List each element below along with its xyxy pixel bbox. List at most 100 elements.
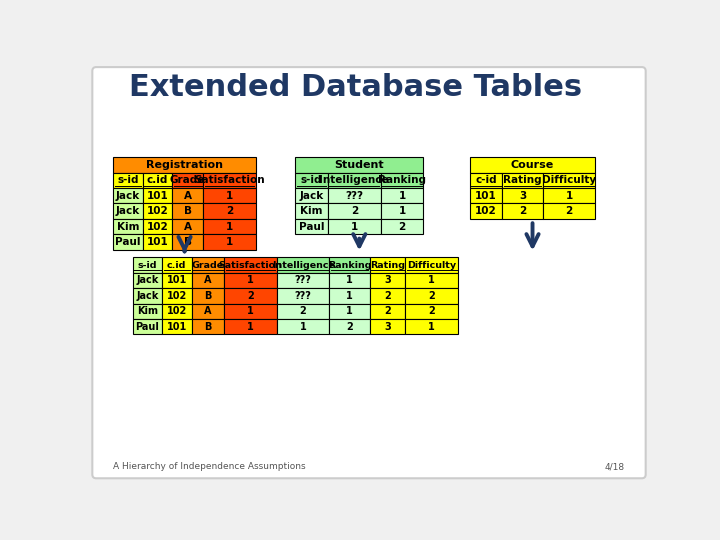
FancyBboxPatch shape <box>172 173 203 188</box>
Text: Satisfaction: Satisfaction <box>218 260 282 269</box>
Text: Satisfaction: Satisfaction <box>194 176 265 185</box>
Text: 1: 1 <box>398 206 405 216</box>
FancyBboxPatch shape <box>405 273 458 288</box>
Text: 2: 2 <box>384 306 391 316</box>
Text: Difficulty: Difficulty <box>542 176 596 185</box>
FancyBboxPatch shape <box>276 303 330 319</box>
FancyBboxPatch shape <box>543 173 595 188</box>
FancyBboxPatch shape <box>162 273 192 288</box>
FancyBboxPatch shape <box>143 219 172 234</box>
Text: 1: 1 <box>247 275 254 286</box>
FancyBboxPatch shape <box>295 204 328 219</box>
FancyBboxPatch shape <box>113 173 143 188</box>
Text: 1: 1 <box>247 306 254 316</box>
FancyBboxPatch shape <box>113 188 143 204</box>
Text: 101: 101 <box>147 237 168 247</box>
Text: Paul: Paul <box>135 322 159 332</box>
Text: B: B <box>184 237 192 247</box>
Text: 1: 1 <box>300 322 307 332</box>
FancyBboxPatch shape <box>381 188 423 204</box>
FancyBboxPatch shape <box>224 273 276 288</box>
Text: Grade: Grade <box>170 176 205 185</box>
Text: Jack: Jack <box>116 191 140 201</box>
FancyBboxPatch shape <box>162 319 192 334</box>
FancyBboxPatch shape <box>192 257 224 273</box>
FancyBboxPatch shape <box>192 319 224 334</box>
FancyBboxPatch shape <box>276 273 330 288</box>
Text: Grade: Grade <box>192 260 224 269</box>
Text: Ranking: Ranking <box>328 260 372 269</box>
Text: c.id: c.id <box>167 260 186 269</box>
Text: 101: 101 <box>475 191 497 201</box>
Text: 1: 1 <box>565 191 572 201</box>
FancyBboxPatch shape <box>92 67 646 478</box>
Text: 101: 101 <box>166 322 187 332</box>
FancyBboxPatch shape <box>203 188 256 204</box>
Text: Ranking: Ranking <box>378 176 426 185</box>
Text: 1: 1 <box>351 221 358 232</box>
Text: 1: 1 <box>346 291 353 301</box>
Text: s-id: s-id <box>138 260 157 269</box>
FancyBboxPatch shape <box>295 173 328 188</box>
Text: 101: 101 <box>147 191 168 201</box>
Text: A Hierarchy of Independence Assumptions: A Hierarchy of Independence Assumptions <box>113 462 306 471</box>
Text: Intelligence: Intelligence <box>271 260 335 269</box>
Text: B: B <box>204 291 212 301</box>
FancyBboxPatch shape <box>330 273 370 288</box>
Text: B: B <box>204 322 212 332</box>
Text: ???: ??? <box>294 291 312 301</box>
Text: 2: 2 <box>519 206 526 216</box>
FancyBboxPatch shape <box>276 319 330 334</box>
Text: Jack: Jack <box>116 206 140 216</box>
FancyBboxPatch shape <box>543 188 595 204</box>
Text: 2: 2 <box>226 206 233 216</box>
FancyBboxPatch shape <box>132 273 162 288</box>
FancyBboxPatch shape <box>192 273 224 288</box>
FancyBboxPatch shape <box>381 219 423 234</box>
FancyBboxPatch shape <box>405 288 458 303</box>
FancyBboxPatch shape <box>370 288 405 303</box>
Text: 1: 1 <box>226 237 233 247</box>
Text: 1: 1 <box>428 322 435 332</box>
FancyBboxPatch shape <box>469 204 503 219</box>
Text: Jack: Jack <box>300 191 324 201</box>
FancyBboxPatch shape <box>405 319 458 334</box>
FancyBboxPatch shape <box>132 303 162 319</box>
FancyBboxPatch shape <box>370 257 405 273</box>
Text: 2: 2 <box>247 291 254 301</box>
FancyBboxPatch shape <box>192 288 224 303</box>
FancyBboxPatch shape <box>405 257 458 273</box>
Text: 4/18: 4/18 <box>605 462 625 471</box>
Text: s-id: s-id <box>301 176 323 185</box>
Text: Paul: Paul <box>299 221 325 232</box>
Text: Student: Student <box>335 160 384 170</box>
FancyBboxPatch shape <box>295 157 423 173</box>
FancyBboxPatch shape <box>162 303 192 319</box>
Text: 2: 2 <box>300 306 307 316</box>
FancyBboxPatch shape <box>276 257 330 273</box>
Text: 102: 102 <box>147 221 168 232</box>
Text: 1: 1 <box>247 322 254 332</box>
FancyBboxPatch shape <box>192 303 224 319</box>
FancyBboxPatch shape <box>132 288 162 303</box>
FancyBboxPatch shape <box>503 188 543 204</box>
Text: 101: 101 <box>166 275 187 286</box>
Text: A: A <box>184 191 192 201</box>
FancyBboxPatch shape <box>328 204 381 219</box>
FancyBboxPatch shape <box>330 257 370 273</box>
Text: 1: 1 <box>346 306 353 316</box>
Text: Kim: Kim <box>300 206 323 216</box>
FancyBboxPatch shape <box>203 173 256 188</box>
FancyBboxPatch shape <box>132 319 162 334</box>
Text: 1: 1 <box>346 275 353 286</box>
Text: 2: 2 <box>428 306 435 316</box>
Text: B: B <box>184 206 192 216</box>
FancyBboxPatch shape <box>172 219 203 234</box>
FancyBboxPatch shape <box>132 257 162 273</box>
FancyBboxPatch shape <box>224 303 276 319</box>
FancyBboxPatch shape <box>162 288 192 303</box>
Text: c.id: c.id <box>147 176 168 185</box>
FancyBboxPatch shape <box>503 173 543 188</box>
Text: 102: 102 <box>166 291 187 301</box>
Text: 2: 2 <box>398 221 405 232</box>
